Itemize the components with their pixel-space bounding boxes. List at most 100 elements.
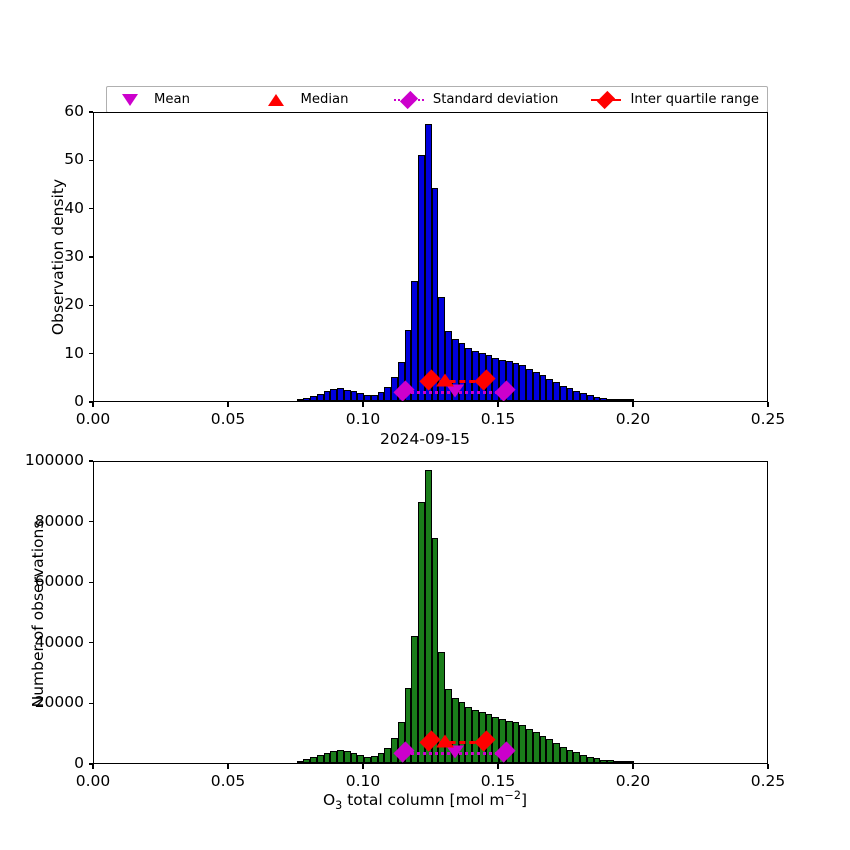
inter-quartile-range-line bbox=[429, 379, 486, 383]
y-tick-mark bbox=[88, 702, 93, 705]
histogram-bar bbox=[364, 756, 371, 763]
histogram-bar bbox=[512, 362, 520, 401]
histogram-bar bbox=[343, 751, 351, 763]
histogram-bar bbox=[627, 399, 634, 401]
histogram-bar bbox=[539, 735, 547, 763]
x-tick-label: 0.00 bbox=[75, 772, 111, 790]
histogram-bar bbox=[350, 752, 358, 763]
histogram-bar bbox=[559, 385, 567, 401]
x-tick-label: 0.10 bbox=[345, 410, 381, 428]
y-tick-mark bbox=[88, 642, 93, 644]
x-tick-label: 0.05 bbox=[210, 772, 246, 790]
y-tick-mark bbox=[88, 520, 93, 523]
y-tick-label: 0 bbox=[74, 392, 84, 410]
x-axis-label-text: O3 total column [mol m−2] bbox=[322, 789, 528, 813]
histogram-bar bbox=[451, 339, 459, 401]
histogram-bar bbox=[586, 756, 594, 763]
histogram-bar bbox=[384, 747, 391, 763]
y-tick-label: 10 bbox=[64, 343, 84, 362]
histogram-bar bbox=[310, 395, 317, 401]
y-tick-mark bbox=[88, 353, 93, 355]
chart-top-observation-density bbox=[93, 112, 768, 402]
histogram-bar bbox=[580, 754, 587, 763]
plot-area-top bbox=[94, 113, 767, 401]
histogram-bar bbox=[310, 757, 317, 763]
histogram-bar bbox=[586, 395, 594, 401]
histogram-bar bbox=[316, 393, 324, 401]
histogram-bar bbox=[357, 754, 364, 763]
histogram-bar bbox=[512, 722, 520, 763]
histogram-bar bbox=[296, 761, 304, 763]
histogram-bar bbox=[519, 365, 526, 401]
histogram-bar bbox=[384, 386, 391, 401]
x-tick-label: 0.15 bbox=[480, 410, 516, 428]
histogram-bar bbox=[337, 749, 344, 763]
y-tick-mark bbox=[88, 208, 93, 210]
histogram-bar bbox=[580, 393, 587, 401]
y-tick-label: 100000 bbox=[24, 451, 84, 469]
legend-entry-standard-deviation: Standard deviation bbox=[393, 90, 592, 109]
histogram-bar bbox=[472, 709, 479, 763]
histogram-bar bbox=[553, 382, 560, 401]
legend-label-median: Median bbox=[300, 92, 349, 107]
y-tick-label: 20 bbox=[64, 295, 84, 314]
histogram-bar bbox=[620, 761, 628, 763]
y-tick-label: 50 bbox=[64, 150, 84, 169]
histogram-bar bbox=[438, 652, 445, 763]
x-tick-label: 0.10 bbox=[345, 772, 381, 790]
histogram-bar bbox=[458, 343, 466, 401]
histogram-bar bbox=[418, 154, 425, 401]
histogram-bar bbox=[573, 390, 580, 401]
histogram-bar bbox=[296, 399, 304, 401]
y-tick-mark bbox=[88, 304, 93, 306]
histogram-bar bbox=[519, 725, 526, 763]
histogram-bar bbox=[559, 746, 567, 763]
y-tick-mark bbox=[88, 111, 93, 113]
x-tick-label: 0.00 bbox=[75, 410, 111, 428]
histogram-bar bbox=[499, 719, 506, 763]
y-tick-mark bbox=[88, 256, 93, 258]
histogram-bar bbox=[303, 397, 310, 401]
histogram-bar bbox=[411, 635, 418, 763]
diamond-solid-icon bbox=[591, 90, 622, 109]
histogram-bar bbox=[404, 688, 412, 763]
histogram-bar bbox=[411, 280, 418, 401]
histogram-bar bbox=[377, 753, 385, 763]
mean-marker bbox=[445, 745, 464, 759]
histogram-bar bbox=[566, 749, 574, 763]
histogram-bar bbox=[323, 752, 331, 763]
histogram-bar bbox=[404, 330, 412, 401]
histogram-bar bbox=[431, 188, 439, 401]
y-tick-mark bbox=[88, 401, 93, 403]
histogram-bar bbox=[539, 375, 547, 401]
y-tick-label: 30 bbox=[64, 247, 84, 265]
x-tick-mark bbox=[767, 764, 769, 769]
plot-area-bottom bbox=[94, 462, 767, 763]
histogram-bar bbox=[613, 399, 621, 401]
inter-quartile-range-line bbox=[429, 740, 486, 744]
histogram-bar bbox=[546, 378, 553, 401]
x-tick-label: 0.25 bbox=[750, 410, 786, 428]
histogram-bar bbox=[350, 391, 358, 401]
histogram-bar bbox=[465, 706, 472, 763]
histogram-bar bbox=[465, 347, 472, 401]
histogram-bar bbox=[573, 752, 580, 763]
histogram-bar bbox=[330, 389, 337, 401]
x-tick-label: 0.25 bbox=[750, 772, 786, 790]
histogram-bar bbox=[620, 399, 628, 401]
histogram-bar bbox=[323, 391, 331, 401]
histogram-bar bbox=[546, 739, 553, 763]
histogram-bar bbox=[566, 388, 574, 401]
x-tick-mark bbox=[362, 402, 364, 407]
mean-marker bbox=[445, 384, 464, 398]
x-axis-label-bottom: O3 total column [mol m−2] bbox=[0, 789, 850, 812]
histogram-bar bbox=[330, 750, 337, 763]
y-tick-label: 20000 bbox=[34, 693, 84, 712]
triangle-up-icon bbox=[261, 91, 291, 109]
y-tick-label: 40000 bbox=[34, 632, 84, 651]
histogram-bar bbox=[627, 761, 634, 763]
legend-label-inter-quartile-range: Inter quartile range bbox=[630, 92, 759, 107]
x-tick-label: 0.20 bbox=[615, 772, 651, 790]
histogram-bar bbox=[424, 123, 432, 401]
